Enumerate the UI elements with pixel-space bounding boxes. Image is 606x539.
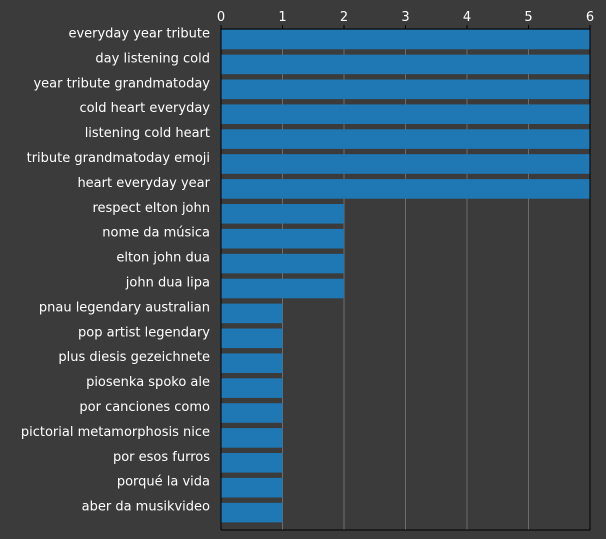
x-tick-label: 1 <box>278 10 286 25</box>
x-tick-label: 2 <box>340 10 348 25</box>
bar <box>221 403 283 423</box>
bar <box>221 104 590 124</box>
category-label: piosenka spoko ale <box>86 375 210 390</box>
bar <box>221 204 344 224</box>
x-tick-labels: 0 1 2 3 4 5 6 <box>217 10 594 25</box>
bar <box>221 228 344 249</box>
category-label: por canciones como <box>79 400 210 415</box>
bar <box>221 378 283 398</box>
category-label: everyday year tribute <box>68 27 210 42</box>
category-labels: everyday year tribute day listening cold y… <box>21 27 211 515</box>
category-label: pictorial metamorphosis nice <box>21 425 210 440</box>
category-label: listening cold heart <box>85 126 210 141</box>
category-label: por esos furros <box>113 450 210 465</box>
category-label: elton john dua <box>116 251 210 266</box>
category-label: aber da musikvideo <box>82 500 210 515</box>
bar <box>221 253 344 274</box>
bar <box>221 328 283 349</box>
bar <box>221 353 283 373</box>
category-label: heart everyday year <box>77 176 210 191</box>
category-label: day listening cold <box>95 51 210 66</box>
category-label: porqué la vida <box>117 475 210 490</box>
bar <box>221 502 283 523</box>
bar <box>221 179 590 199</box>
x-tick-label: 5 <box>524 10 532 25</box>
bar <box>221 477 283 498</box>
category-label: respect elton john <box>92 201 210 216</box>
bar <box>221 278 344 299</box>
x-tick-label: 4 <box>463 10 471 25</box>
category-label: plus diesis gezeichnete <box>58 350 210 365</box>
bar <box>221 428 283 448</box>
x-tick-label: 6 <box>586 10 594 25</box>
bar <box>221 303 283 324</box>
bar <box>221 453 283 473</box>
category-label: john dua lipa <box>125 276 210 291</box>
x-tick-label: 0 <box>217 10 225 25</box>
category-label: tribute grandmatoday emoji <box>27 151 210 166</box>
bars <box>221 29 590 523</box>
category-label: year tribute grandmatoday <box>33 76 210 91</box>
category-label: nome da música <box>102 226 210 241</box>
bar <box>221 54 590 75</box>
bar <box>221 154 590 174</box>
category-label: pop artist legendary <box>78 325 210 340</box>
x-tick-label: 3 <box>401 10 409 25</box>
bar <box>221 29 590 50</box>
category-label: pnau legendary australian <box>39 300 210 315</box>
bar <box>221 129 590 149</box>
bar <box>221 79 590 100</box>
axes <box>220 25 591 531</box>
category-label: cold heart everyday <box>79 101 210 116</box>
